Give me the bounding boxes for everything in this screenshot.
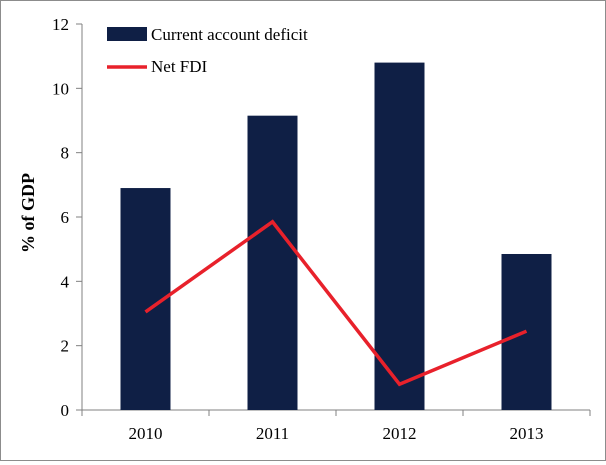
bar-series bbox=[121, 63, 552, 410]
bar-2011 bbox=[248, 116, 298, 410]
y-tick-label: 6 bbox=[61, 208, 70, 227]
y-tick-label: 2 bbox=[61, 337, 70, 356]
y-tick-label: 8 bbox=[61, 144, 70, 163]
bar-2012 bbox=[375, 63, 425, 410]
line-series bbox=[145, 222, 526, 385]
x-tick-label: 2011 bbox=[256, 424, 289, 443]
y-axis-label: % of GDP bbox=[18, 173, 38, 253]
x-tick-label: 2012 bbox=[383, 424, 417, 443]
net-fdi-line bbox=[146, 222, 527, 384]
y-tick-label: 4 bbox=[61, 272, 70, 291]
legend-swatch-current-account-deficit bbox=[107, 27, 147, 41]
y-tick-label: 10 bbox=[52, 79, 69, 98]
legend-label-current-account-deficit: Current account deficit bbox=[151, 25, 308, 44]
legend-label-net-fdi: Net FDI bbox=[151, 57, 208, 76]
legend: Current account deficit Net FDI bbox=[107, 25, 308, 76]
y-tick-label: 0 bbox=[61, 401, 70, 420]
y-tick-label: 12 bbox=[52, 15, 69, 34]
x-tick-label: 2013 bbox=[510, 424, 544, 443]
x-tick-label: 2010 bbox=[129, 424, 163, 443]
